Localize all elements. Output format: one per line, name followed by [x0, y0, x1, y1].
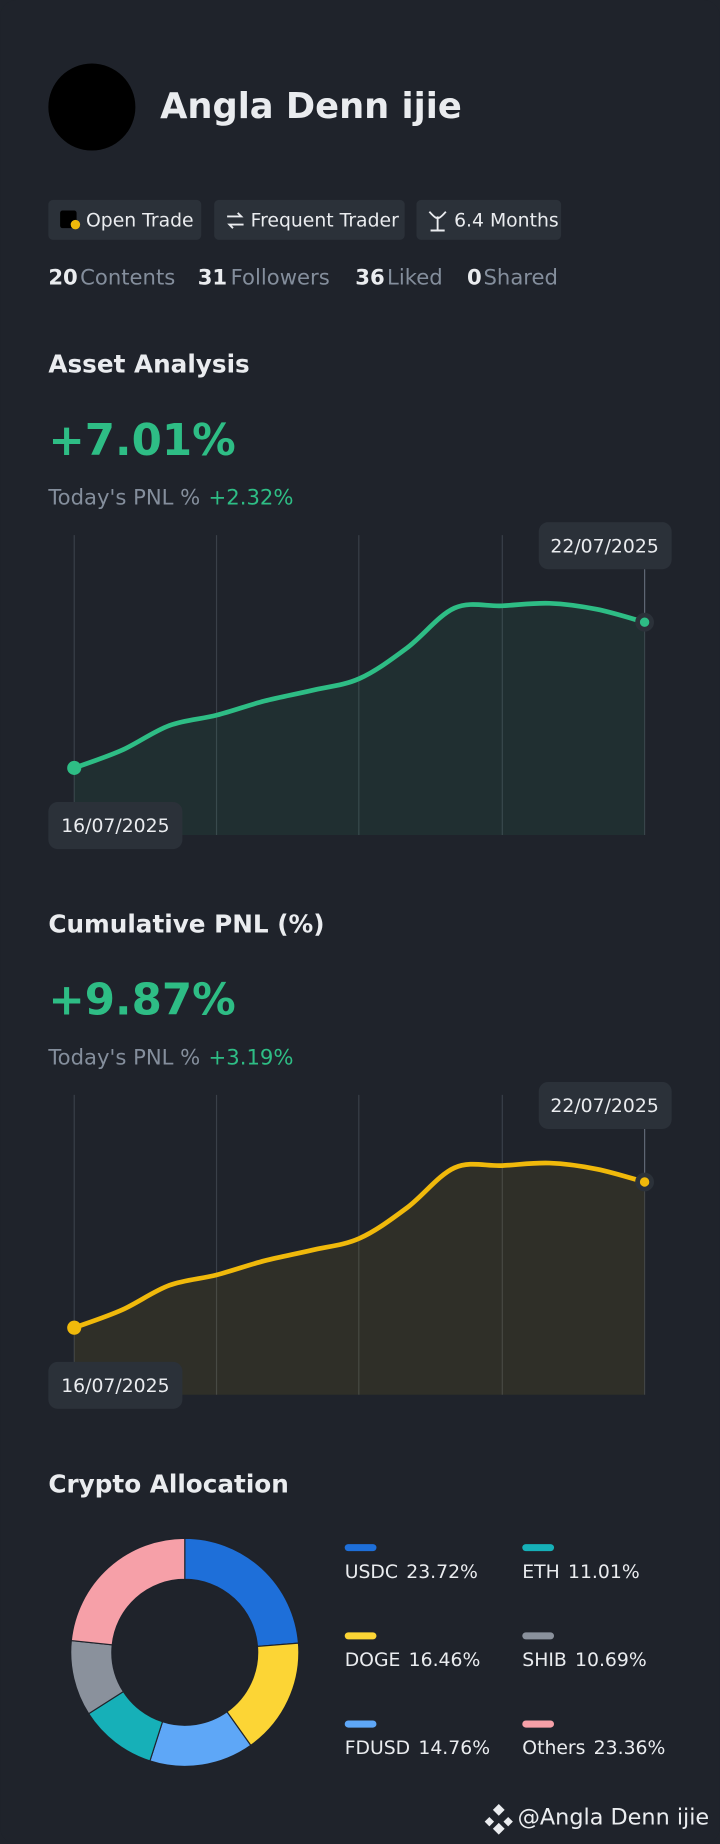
badge-bg — [214, 199, 405, 240]
legend-swatch — [522, 1720, 555, 1728]
legend-swatch — [522, 1544, 555, 1552]
section-title: Cumulative PNL (%) — [48, 910, 324, 939]
stat-value: 20 — [48, 265, 77, 290]
stats: 20 Contents 31 Followers 36 Liked 0 Shared — [48, 265, 558, 290]
start-dot — [67, 1320, 82, 1335]
pnl-value: +2.32% — [209, 485, 294, 510]
end-dot — [635, 1172, 655, 1192]
badge-label: Frequent Trader — [251, 211, 399, 232]
legend-value: 16.46% — [409, 1650, 481, 1671]
legend-value: 10.69% — [575, 1650, 647, 1671]
footer: @Angla Denn ijie — [484, 1804, 710, 1835]
date-tag-bg — [48, 1361, 183, 1409]
headline: +9.87% — [48, 976, 235, 1026]
legend-name: ETH — [522, 1562, 560, 1583]
legend-name: Others — [522, 1738, 585, 1759]
legend-name: FDUSD — [345, 1738, 410, 1759]
footer-logo — [484, 1804, 513, 1835]
end-dot — [635, 612, 655, 632]
legend-swatch — [344, 1720, 377, 1728]
legend-name: DOGE — [345, 1650, 401, 1671]
legend-name: SHIB — [522, 1650, 567, 1671]
end-date: 22/07/2025 — [550, 536, 658, 557]
section-title: Asset Analysis — [48, 350, 249, 379]
legend-name: USDC — [345, 1562, 398, 1583]
avatar — [48, 63, 136, 151]
footer-handle: @Angla Denn ijie — [518, 1805, 710, 1831]
stat-value: 36 — [355, 265, 384, 290]
date-tag-bg — [48, 802, 183, 850]
pnl-label: Today's PNL % — [47, 1044, 200, 1069]
start-dot — [67, 760, 82, 775]
badge-icon — [428, 211, 447, 232]
stat-value: 31 — [198, 265, 227, 290]
pnl-label: Today's PNL % — [47, 485, 200, 510]
legend-swatch — [522, 1632, 555, 1640]
profile-name: Angla Denn ijie — [160, 86, 462, 127]
pnl-value: +3.19% — [209, 1044, 294, 1069]
area — [74, 1162, 645, 1395]
badge-label: Open Trade — [86, 211, 194, 232]
headline: +7.01% — [48, 416, 235, 466]
legend-swatch — [344, 1544, 377, 1552]
badge-bg — [48, 199, 202, 240]
badge-icon — [227, 212, 244, 229]
stat-label: Contents — [80, 265, 175, 290]
badge-bg — [416, 199, 562, 240]
legend-swatch — [344, 1632, 377, 1640]
legend-value: 14.76% — [418, 1738, 490, 1759]
end-date: 22/07/2025 — [550, 1096, 658, 1117]
date-tag-bg — [538, 1081, 672, 1129]
badge-label: 6.4 Months — [454, 211, 559, 232]
badges: Open Trade Frequent Trader 6.4 Months — [48, 199, 562, 240]
start-date: 16/07/2025 — [61, 1376, 169, 1397]
date-tag-bg — [538, 522, 672, 570]
legend-value: 23.36% — [594, 1738, 666, 1759]
stat-label: Followers — [231, 265, 330, 290]
donut-slice — [70, 1537, 186, 1646]
charts: Asset Analysis +7.01% Today's PNL % +2.32% 1… — [47, 350, 672, 1767]
stat-value: 0 — [467, 265, 482, 290]
line — [71, 600, 647, 771]
badge-icon — [70, 219, 81, 230]
stat-label: Shared — [483, 265, 557, 290]
section-title: Crypto Allocation — [48, 1469, 289, 1498]
legend-value: 23.72% — [406, 1562, 478, 1583]
start-date: 16/07/2025 — [61, 816, 169, 837]
legend-value: 11.01% — [568, 1562, 640, 1583]
line — [71, 1160, 647, 1331]
area — [74, 603, 645, 835]
stat-label: Liked — [387, 265, 443, 290]
